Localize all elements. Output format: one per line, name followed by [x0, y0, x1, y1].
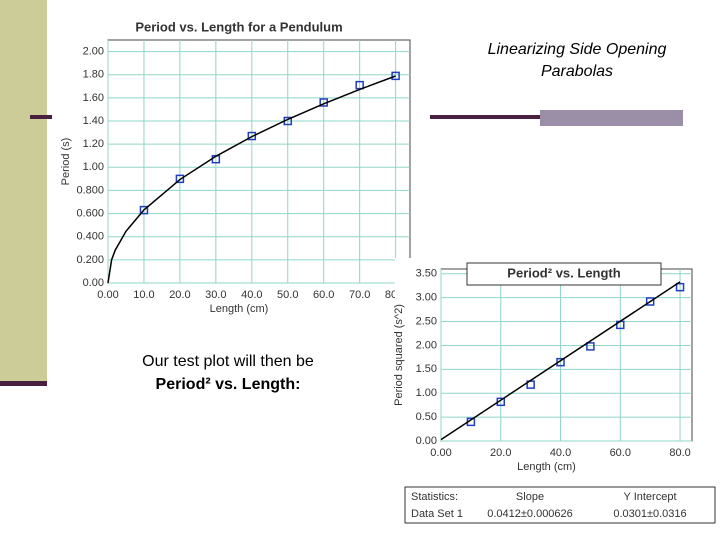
data-point [586, 342, 595, 351]
x-tick-label: 60.0 [313, 289, 334, 301]
y-tick-label: 2.00 [416, 339, 437, 351]
x-tick-label: 80.0 [669, 447, 690, 459]
slide-title-line: Linearizing Side Opening Parabolas [488, 41, 667, 80]
y-tick-label: 1.20 [83, 138, 104, 150]
y-tick-label: 0.50 [416, 411, 437, 423]
stats-cell: Data Set 1 [411, 508, 463, 520]
stats-header: Y Intercept [624, 491, 677, 503]
y-tick-label: 1.60 [83, 92, 104, 104]
y-axis-label: Period squared (s^2) [393, 304, 405, 406]
y-tick-label: 2.00 [83, 45, 104, 57]
y-tick-label: 0.800 [76, 184, 104, 196]
x-tick-label: 10.0 [133, 289, 154, 301]
stats-header: Statistics: [411, 491, 458, 503]
stats-header: Slope [516, 491, 544, 503]
x-tick-label: 50.0 [277, 289, 298, 301]
y-tick-label: 1.80 [83, 69, 104, 81]
x-tick-label: 40.0 [550, 447, 571, 459]
chart-title: Period vs. Length for a Pendulum [135, 19, 342, 34]
y-tick-label: 2.50 [416, 315, 437, 327]
data-point [175, 174, 185, 184]
y-tick-label: 1.00 [416, 387, 437, 399]
y-tick-label: 3.00 [416, 292, 437, 304]
y-tick-label: 0.00 [416, 435, 437, 447]
x-tick-label: 40.0 [241, 289, 262, 301]
fit-line [440, 281, 681, 441]
stats-box [404, 486, 716, 524]
body-text: Period² vs. Length: [156, 376, 301, 393]
x-tick-label: 0.00 [430, 447, 451, 459]
chart: 0.0010.020.030.040.050.060.070.080.00.00… [52, 15, 430, 318]
title-box [466, 262, 662, 286]
x-tick-label: 60.0 [610, 447, 631, 459]
side-bar-rule [0, 381, 47, 386]
data-point [391, 71, 400, 81]
data-point [645, 297, 655, 306]
body-text: Our test plot will then be [142, 353, 314, 370]
rule-box [540, 110, 683, 126]
x-axis-label: Length (cm) [517, 461, 576, 473]
x-tick-label: 20.0 [490, 447, 511, 459]
y-tick-label: 0.400 [76, 231, 104, 243]
y-tick-label: 1.40 [83, 115, 104, 127]
x-axis-label: Length (cm) [210, 303, 269, 315]
y-tick-label: 3.50 [416, 268, 437, 280]
stats-cell: 0.0412±0.000626 [487, 508, 573, 520]
y-tick-label: 0.600 [76, 207, 104, 219]
y-tick-label: 0.200 [76, 254, 104, 266]
chart-title: Period² vs. Length [507, 265, 620, 280]
data-point [139, 205, 149, 215]
y-axis-label: Period (s) [60, 138, 72, 186]
rule [425, 115, 540, 119]
x-tick-label: 20.0 [169, 289, 190, 301]
x-tick-label: 70.0 [349, 289, 370, 301]
y-tick-label: 1.50 [416, 363, 437, 375]
side-bar [0, 0, 47, 383]
y-tick-label: 0.00 [83, 277, 104, 289]
fit-line [107, 75, 396, 284]
x-tick-label: 0.00 [97, 289, 118, 301]
x-tick-label: 30.0 [205, 289, 226, 301]
stats-cell: 0.0301±0.0316 [613, 508, 686, 520]
data-point [247, 131, 257, 141]
chart: 0.00 20.0 40.0 60.0 80.0 0.00 0.50 1.00 1.50 2.00… [393, 258, 720, 528]
y-tick-label: 1.00 [83, 161, 104, 173]
data-point [675, 282, 685, 292]
plot-area [107, 39, 411, 284]
